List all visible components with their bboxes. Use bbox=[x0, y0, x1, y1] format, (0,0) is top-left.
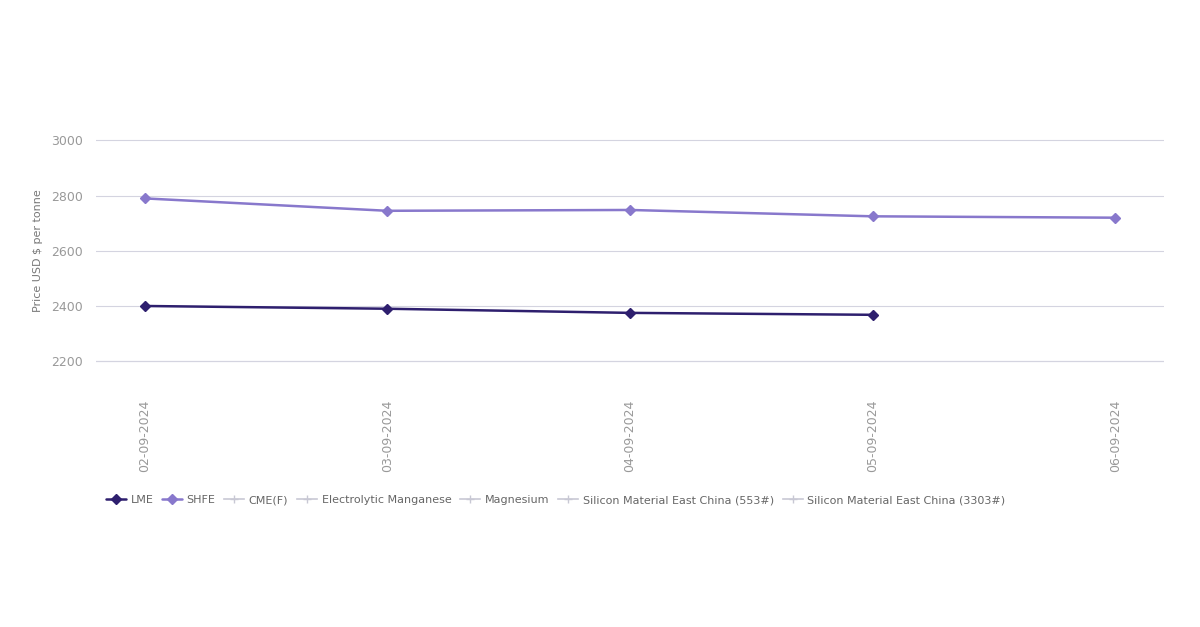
SHFE bbox=[137, 194, 151, 202]
Line: LME: LME bbox=[142, 302, 876, 319]
SHFE bbox=[865, 213, 880, 220]
LME bbox=[137, 302, 151, 310]
SHFE bbox=[380, 207, 395, 214]
LME bbox=[380, 305, 395, 312]
LME bbox=[865, 311, 880, 319]
Y-axis label: Price USD $ per tonne: Price USD $ per tonne bbox=[32, 189, 42, 312]
Legend: LME, SHFE, CME(F), Electrolytic Manganese, Magnesium, Silicon Material East Chin: LME, SHFE, CME(F), Electrolytic Manganes… bbox=[102, 491, 1009, 510]
LME bbox=[623, 309, 637, 317]
SHFE bbox=[1109, 214, 1123, 221]
Line: SHFE: SHFE bbox=[142, 195, 1118, 221]
SHFE bbox=[623, 206, 637, 214]
